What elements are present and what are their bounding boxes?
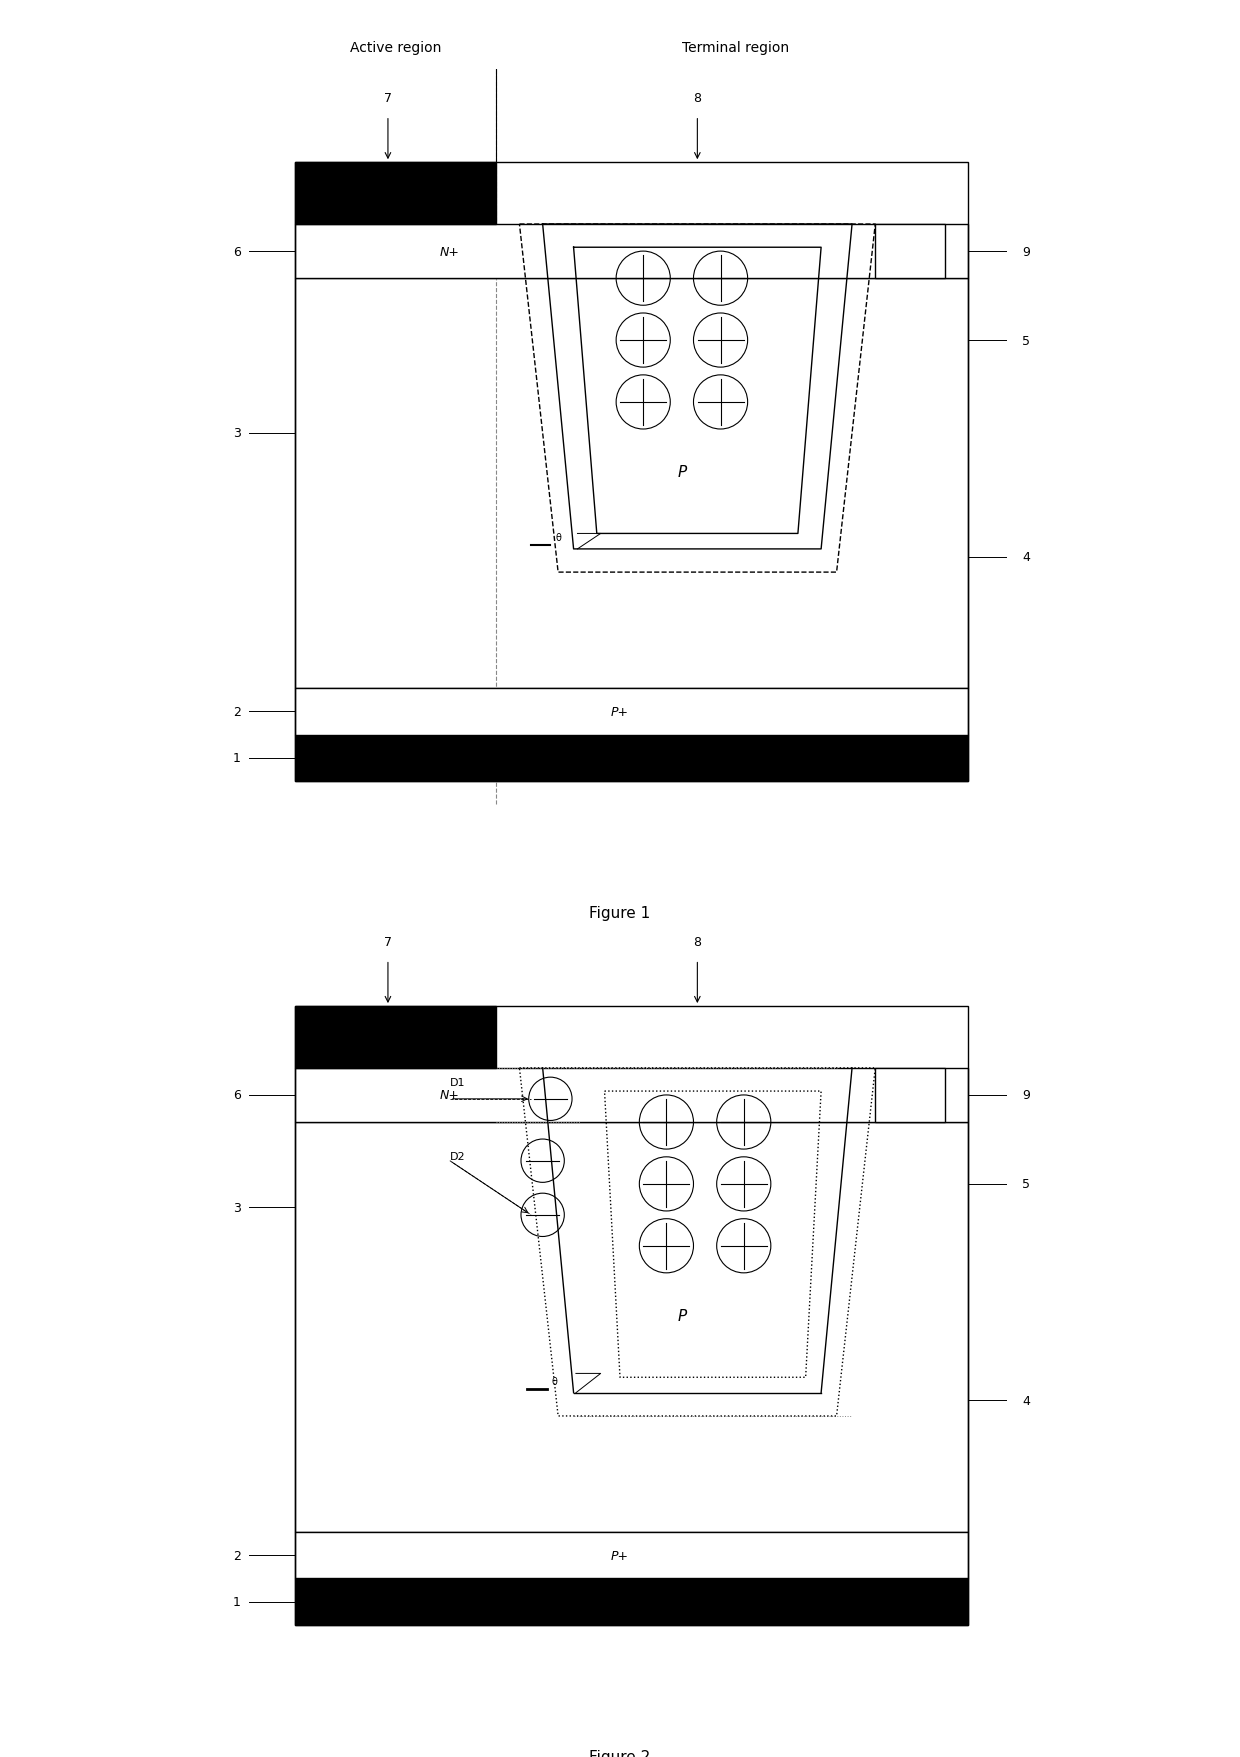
Text: 7: 7 (384, 935, 392, 949)
Text: 3: 3 (233, 427, 241, 439)
Text: 1: 1 (233, 1595, 241, 1608)
Text: 3: 3 (233, 1202, 241, 1214)
Text: 7: 7 (384, 91, 392, 105)
Text: N+: N+ (440, 246, 460, 258)
Text: 2: 2 (233, 1550, 241, 1562)
Bar (295, 1007, 968, 1625)
Text: 8: 8 (693, 935, 702, 949)
Bar (295, 689, 968, 734)
Text: 4: 4 (1022, 1395, 1030, 1407)
Text: P+: P+ (903, 248, 918, 257)
Bar (295, 734, 968, 782)
Bar (295, 1532, 968, 1578)
Text: 4: 4 (1022, 552, 1030, 564)
Bar (295, 225, 968, 279)
Bar (295, 1068, 968, 1123)
Text: D2: D2 (450, 1151, 465, 1161)
Bar (875, 1068, 945, 1123)
Text: 2: 2 (233, 706, 241, 719)
Text: 8: 8 (693, 91, 702, 105)
Text: P+: P+ (903, 1091, 918, 1100)
Text: Figure 2: Figure 2 (589, 1748, 651, 1757)
Text: 6: 6 (233, 1089, 241, 1102)
Text: P+: P+ (611, 1550, 629, 1562)
Text: D1: D1 (450, 1077, 465, 1088)
Text: P+: P+ (611, 706, 629, 719)
Bar (875, 225, 945, 279)
Text: Active region: Active region (350, 40, 441, 54)
Bar (295, 163, 496, 225)
Bar (295, 163, 968, 782)
Text: N+: N+ (440, 1089, 460, 1102)
Bar (295, 1578, 968, 1625)
Text: P: P (677, 466, 687, 480)
Text: 1: 1 (233, 752, 241, 764)
Bar (295, 1007, 496, 1068)
Bar (295, 279, 968, 689)
Text: Figure 1: Figure 1 (589, 905, 651, 921)
Bar (295, 1123, 968, 1532)
Text: 5: 5 (1022, 1177, 1030, 1191)
Text: 9: 9 (1022, 246, 1030, 258)
Text: 6: 6 (233, 246, 241, 258)
Text: 9: 9 (1022, 1089, 1030, 1102)
Text: Terminal region: Terminal region (682, 40, 790, 54)
Text: θ: θ (556, 532, 560, 543)
Text: P: P (677, 1309, 687, 1323)
Text: θ: θ (552, 1376, 557, 1386)
Text: 5: 5 (1022, 334, 1030, 348)
